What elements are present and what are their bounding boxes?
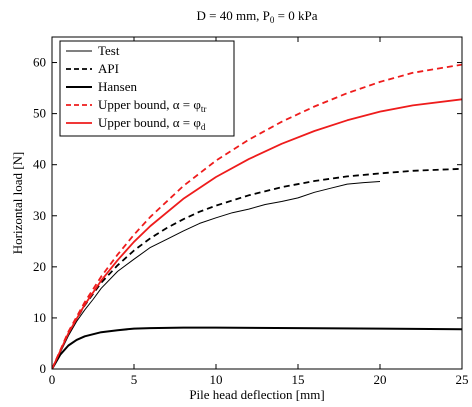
series-line-5	[52, 98, 462, 369]
chart-title-main: D = 40 mm, P	[196, 8, 269, 23]
legend-label-5: Upper bound, α = φd	[98, 115, 206, 132]
plot-area	[52, 63, 462, 369]
y-axis-label: Horizontal load [N]	[10, 152, 25, 255]
axes: 0 5 10 15 20 25 0 10 20 30 40 50 60	[33, 36, 469, 387]
y-tick-label: 20	[33, 259, 46, 274]
x-axis-label: Pile head deflection [mm]	[189, 387, 324, 402]
x-tick-label: 15	[292, 372, 305, 387]
y-tick-label: 30	[33, 208, 46, 223]
legend-label-main: API	[98, 61, 119, 76]
x-tick-label: 20	[374, 372, 387, 387]
legend-label-4: Upper bound, α = φtr	[98, 97, 206, 114]
y-tick-label: 0	[40, 361, 47, 376]
chart-title-tail: = 0 kPa	[274, 8, 317, 23]
legend-label-main: Hansen	[98, 79, 137, 94]
series-line-2	[52, 167, 462, 369]
legend-label-main: Upper bound, α = φ	[98, 115, 201, 130]
legend-label-subscript: tr	[201, 104, 207, 114]
legend-label-main: Upper bound, α = φ	[98, 97, 201, 112]
legend-label-subscript: d	[201, 122, 206, 132]
y-tick-label: 10	[33, 310, 46, 325]
legend-label-3: Hansen	[98, 79, 137, 94]
series-line-3	[52, 326, 462, 369]
y-tick-label: 60	[33, 55, 46, 70]
chart-title-subscript: 0	[270, 15, 275, 25]
y-tick-label: 50	[33, 106, 46, 121]
series-line-1	[52, 181, 381, 369]
chart-title: D = 40 mm, P0 = 0 kPa	[196, 8, 317, 25]
axes-frame	[51, 36, 463, 370]
x-tick-label: 0	[49, 372, 56, 387]
x-tick-label: 5	[131, 372, 138, 387]
legend-box	[59, 40, 235, 137]
y-tick-label: 40	[33, 157, 46, 172]
chart-title-text: D = 40 mm, P0 = 0 kPa	[196, 8, 317, 25]
x-tick-label: 25	[456, 372, 469, 387]
legend-label-main: Test	[98, 43, 120, 58]
series-line-4	[52, 63, 462, 369]
legend-label-2: API	[98, 61, 119, 76]
legend-label-1: Test	[98, 43, 120, 58]
x-tick-label: 10	[210, 372, 223, 387]
